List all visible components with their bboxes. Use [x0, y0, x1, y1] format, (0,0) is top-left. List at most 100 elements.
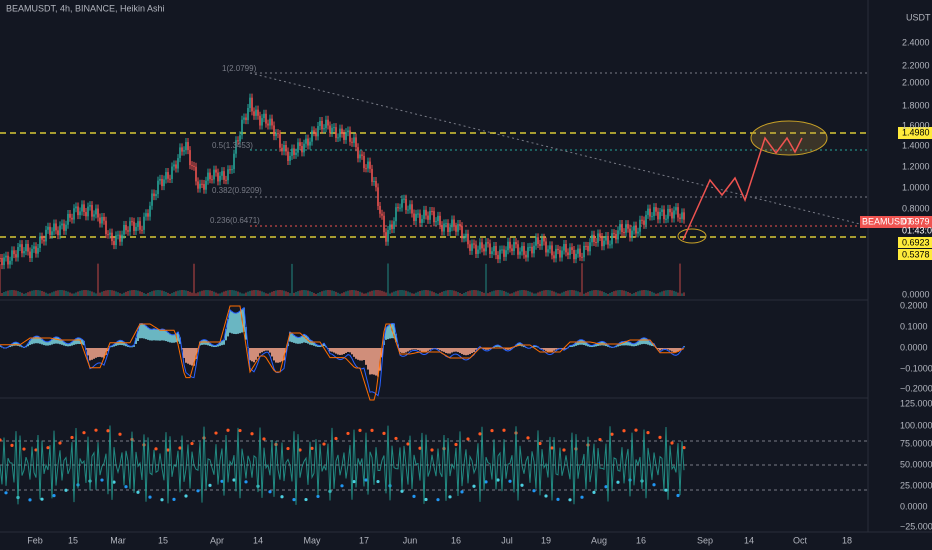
osc-dot — [340, 484, 344, 488]
candle-body — [465, 233, 467, 238]
macd-hist — [533, 345, 535, 347]
macd-hist — [657, 348, 659, 350]
macd-hist — [407, 348, 409, 352]
candle-body — [409, 204, 411, 210]
volume-bar — [181, 290, 183, 296]
volume-bar — [363, 293, 365, 296]
macd-hist — [65, 343, 67, 347]
volume-bar — [597, 290, 599, 296]
candle-body — [679, 217, 681, 219]
candle-body — [135, 226, 137, 231]
date-tick: 15 — [68, 535, 78, 545]
volume-bar — [277, 290, 279, 296]
date-tick: Apr — [210, 535, 224, 545]
macd-hist — [271, 348, 273, 357]
volume-bar — [505, 291, 507, 296]
macd-hist — [335, 348, 337, 354]
candle-body — [259, 115, 261, 126]
macd-hist — [261, 348, 263, 353]
volume-bar — [283, 290, 285, 296]
volume-bar — [535, 293, 537, 296]
macd-hist — [31, 338, 33, 345]
candle-body — [173, 164, 175, 167]
candle-body — [111, 232, 113, 242]
macd-hist — [157, 329, 159, 341]
volume-bar — [159, 290, 161, 296]
volume-bar — [343, 292, 345, 296]
volume-bar — [661, 291, 663, 296]
volume-bar — [421, 290, 423, 296]
volume-bar — [285, 291, 287, 296]
volume-bar — [521, 290, 523, 296]
price-tick: 2.4000 — [902, 37, 930, 47]
volume-bar — [365, 293, 367, 296]
macd-hist — [229, 309, 231, 333]
macd-hist — [63, 341, 65, 346]
osc-dot — [568, 498, 572, 502]
candle-body — [447, 223, 449, 232]
macd-hist — [73, 340, 75, 345]
volume-bar — [1, 292, 3, 296]
candle-body — [435, 221, 437, 223]
candle-body — [309, 141, 311, 146]
volume-bar — [117, 292, 119, 296]
volume-bar — [591, 290, 593, 296]
volume-bar — [331, 290, 333, 296]
volume-bar — [437, 293, 439, 296]
candle-body — [75, 206, 77, 209]
macd-hist — [289, 332, 291, 342]
macd-hist — [185, 348, 187, 363]
volume-bar — [345, 291, 347, 296]
candle-body — [341, 128, 343, 134]
macd-hist — [305, 335, 307, 343]
candle-body — [195, 166, 197, 182]
osc-dot — [544, 494, 548, 498]
macd-hist — [365, 348, 367, 365]
candle-body — [19, 244, 21, 248]
osc-dot — [532, 489, 536, 493]
candle-body — [315, 132, 317, 137]
candle-body — [335, 127, 337, 138]
macd-hist — [281, 348, 283, 362]
macd-hist — [457, 348, 459, 353]
candle-body — [681, 212, 683, 219]
volume-bar — [539, 291, 541, 296]
volume-bar — [429, 290, 431, 296]
candle-body — [17, 247, 19, 258]
candle-body — [451, 219, 453, 228]
macd-hist — [485, 348, 487, 350]
volume-bar — [85, 290, 87, 296]
candle-body — [383, 215, 385, 233]
candle-body — [313, 130, 315, 133]
osc-dot — [58, 441, 62, 445]
candle-body — [207, 172, 209, 181]
candle-body — [299, 142, 301, 146]
candle-body — [65, 224, 67, 231]
volume-bar — [219, 293, 221, 296]
volume-bar — [89, 290, 91, 296]
volume-bar — [61, 290, 63, 296]
candle-body — [595, 242, 597, 244]
volume-bar — [663, 290, 665, 296]
candle-body — [169, 178, 171, 180]
candle-body — [611, 233, 613, 245]
candle-body — [511, 248, 513, 252]
oscillator-line — [0, 425, 685, 505]
candle-body — [193, 165, 195, 167]
volume-bar — [635, 292, 637, 296]
macd-hist — [587, 343, 589, 347]
macd-hist — [553, 348, 555, 351]
candle-body — [473, 243, 475, 245]
macd-hist — [113, 344, 115, 347]
volume-bar — [257, 290, 259, 296]
candle-body — [47, 226, 49, 230]
volume-bar — [31, 290, 33, 296]
candle-body — [39, 236, 41, 248]
macd-hist — [443, 348, 445, 352]
osc-dot — [346, 431, 350, 436]
macd-hist — [591, 345, 593, 348]
candle-body — [85, 212, 87, 217]
candle-body — [219, 175, 221, 182]
candle-body — [191, 165, 193, 167]
